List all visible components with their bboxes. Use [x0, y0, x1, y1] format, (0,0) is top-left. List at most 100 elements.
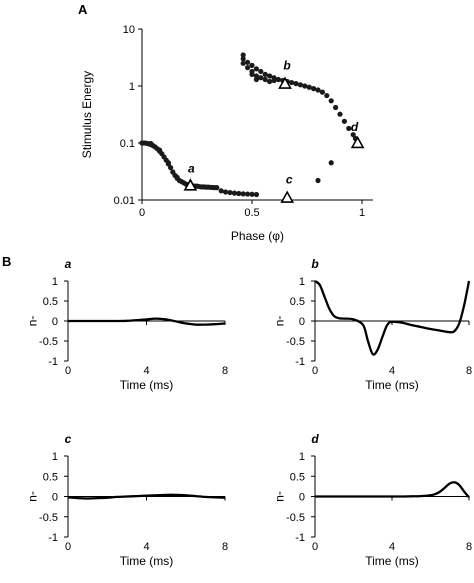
data-point [267, 73, 273, 79]
data-point [267, 78, 273, 85]
y-tick-label: 1 [129, 81, 135, 93]
data-point [245, 191, 251, 197]
chart-waveform-d: d -1 -0.5 0 0.5 1 0 4 8 Time (ms) -u [274, 432, 472, 568]
x-tick-label: 8 [466, 365, 472, 377]
subplot-label: d [311, 432, 319, 446]
data-point [319, 89, 325, 95]
y-tick-label: 0.5 [43, 296, 58, 308]
marker-triangle [280, 190, 295, 203]
y-tick-label: 0 [299, 316, 305, 328]
data-point [253, 76, 259, 83]
data-point [249, 191, 255, 197]
waveform-line [67, 493, 226, 500]
y-axis-label: Stimulus Energy [80, 71, 94, 158]
data-point [249, 62, 255, 68]
point-label-a: a [188, 161, 195, 175]
x-tick-label: 4 [143, 541, 149, 553]
y-tick-label: 1 [52, 276, 58, 288]
x-tick-label: 0 [65, 541, 71, 553]
subplot-label: a [65, 257, 72, 271]
x-axis-label: Time (ms) [120, 554, 174, 568]
marker-triangle [278, 76, 292, 89]
y-tick-label: 1 [299, 276, 305, 288]
waveform-line [314, 280, 471, 356]
data-point [253, 66, 259, 72]
data-point [346, 125, 352, 132]
data-point [245, 59, 251, 65]
panel-letter-b: B [2, 254, 11, 269]
data-point [337, 111, 343, 117]
data-point [315, 177, 321, 184]
data-point [245, 65, 251, 71]
data-point [174, 174, 180, 180]
x-tick-label: 0 [65, 365, 71, 377]
data-point [341, 118, 347, 124]
y-tick-label: -0.5 [286, 512, 305, 524]
data-point [293, 81, 299, 87]
y-tick-label: 1 [299, 451, 305, 463]
y-tick-label: 0.5 [290, 471, 305, 483]
y-tick-label: 0 [52, 492, 58, 504]
data-point [168, 165, 174, 171]
x-tick-label: 4 [143, 365, 149, 377]
x-tick-label: 8 [466, 541, 472, 553]
data-point [311, 86, 317, 92]
data-point [236, 190, 242, 197]
y-tick-label: 0 [299, 492, 305, 504]
y-tick-label: 0.5 [43, 471, 58, 483]
x-tick-label: 0.5 [244, 207, 259, 219]
marker-triangle [183, 178, 198, 191]
data-point [258, 75, 264, 81]
x-tick-label: 8 [222, 365, 228, 377]
y-tick-label: -0.5 [286, 336, 305, 348]
point-label-b: b [283, 59, 290, 73]
data-point [297, 82, 303, 88]
y-axis-label: -u [27, 491, 41, 502]
chart-waveform-a: a -1 -0.5 0 0.5 1 0 4 8 Time (ms) -u [27, 257, 228, 392]
data-point [324, 92, 330, 99]
data-point [253, 191, 259, 198]
data-point [218, 188, 224, 194]
y-axis-label: -u [274, 491, 288, 502]
data-point [240, 56, 246, 62]
chart-waveform-c: c -1 -0.5 0 0.5 1 0 4 8 Time (ms) -u [27, 432, 228, 568]
x-tick-label: 0 [312, 541, 318, 553]
data-point [315, 87, 321, 93]
waveform-line [68, 317, 226, 326]
data-point [258, 68, 264, 75]
x-axis-label: Time (ms) [365, 378, 419, 392]
data-point [240, 191, 246, 197]
x-axis-label: Time (ms) [120, 378, 174, 392]
subplot-label: c [65, 432, 72, 446]
data-point [289, 79, 295, 86]
y-tick-label: 0.01 [114, 195, 135, 207]
y-tick-label: 0.1 [120, 138, 135, 150]
x-tick-label: 0 [139, 207, 145, 219]
y-tick-label: -1 [295, 356, 305, 368]
point-label-d: d [351, 120, 359, 134]
data-point [240, 60, 246, 66]
data-point [328, 98, 334, 104]
y-axis-label: -u [274, 316, 288, 327]
waveform-line [314, 481, 470, 499]
x-tick-label: 0 [312, 365, 318, 377]
panel-letter-a: A [78, 2, 88, 17]
data-point [302, 83, 308, 89]
data-point [275, 76, 281, 83]
y-tick-label: 0.5 [290, 296, 305, 308]
y-tick-label: 1 [52, 451, 58, 463]
data-point [214, 185, 220, 191]
data-point [328, 160, 334, 166]
x-axis-label: Time (ms) [365, 554, 419, 568]
marker-triangle [350, 135, 365, 149]
data-point [333, 104, 339, 111]
data-point [240, 52, 246, 58]
y-tick-label: 10 [123, 24, 135, 36]
data-point [157, 147, 163, 153]
y-tick-label: -1 [48, 532, 58, 544]
x-tick-label: 4 [389, 365, 395, 377]
data-point [306, 84, 312, 90]
data-point [231, 190, 237, 196]
point-label-c: c [286, 173, 293, 187]
